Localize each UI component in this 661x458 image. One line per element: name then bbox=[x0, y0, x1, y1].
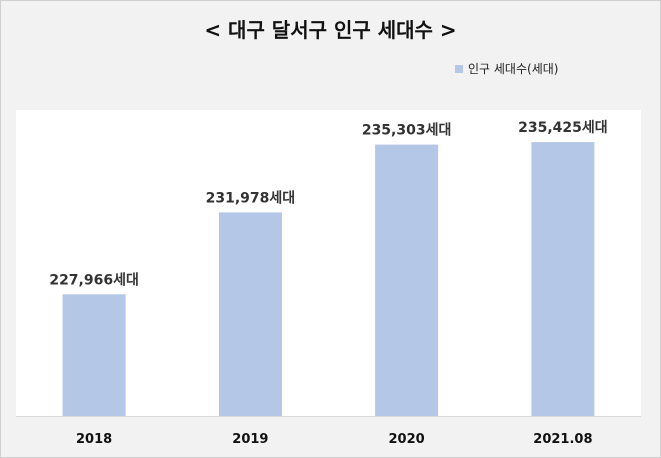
legend-swatch bbox=[455, 64, 463, 73]
data-label-2021.08: 235,425세대 bbox=[518, 120, 608, 136]
chart-legend: 인구 세대수(세대) bbox=[455, 60, 558, 77]
bar-2020 bbox=[375, 144, 439, 416]
x-tick-label-2019: 2019 bbox=[232, 432, 268, 447]
data-label-2019: 231,978세대 bbox=[206, 190, 296, 206]
data-label-2018: 227,966세대 bbox=[49, 272, 139, 288]
legend-label: 인구 세대수(세대) bbox=[468, 62, 559, 76]
chart-title: < 대구 달서구 인구 세대수 > bbox=[204, 18, 457, 42]
x-tick-label-2018: 2018 bbox=[76, 432, 112, 447]
x-tick-label-2021.08: 2021.08 bbox=[533, 432, 592, 447]
bar-2019 bbox=[218, 212, 282, 416]
data-label-2020: 235,303세대 bbox=[362, 123, 452, 139]
bar-2021.08 bbox=[531, 142, 595, 416]
x-tick-label-2020: 2020 bbox=[389, 432, 425, 447]
bar-2018 bbox=[62, 294, 126, 416]
